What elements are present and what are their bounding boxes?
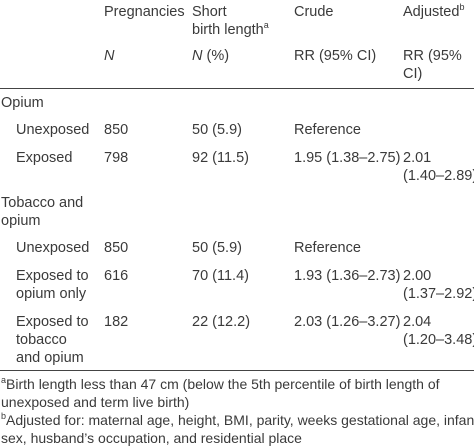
row-opium-only-adjusted-line1: 2.00 — [403, 268, 432, 284]
footnote-b-line2: sex, husband’s occupation, and residenti… — [1, 430, 302, 446]
row-opium-exposed-short: 92 (11.5) — [192, 150, 249, 166]
row-opium-only-adjusted-line2: (1.37–2.92) — [403, 286, 474, 302]
subheader-pregnancies-n: N — [104, 48, 115, 64]
row-both-unexposed-n: 850 — [104, 240, 129, 256]
row-tobacco-opium-label-line3: and opium — [16, 350, 84, 366]
row-tobacco-opium-short: 22 (12.2) — [192, 314, 251, 330]
row-tobacco-opium-label-line1: Exposed to — [16, 314, 89, 330]
header-adjusted: Adjustedb — [403, 2, 465, 21]
footer-rule — [0, 370, 474, 371]
row-opium-only-label-line2: opium only — [16, 286, 87, 302]
row-opium-exposed-adjusted-line2: (1.40–2.89) — [403, 168, 474, 184]
row-opium-only-label-line1: Exposed to — [16, 268, 89, 284]
row-opium-exposed-crude: 1.95 (1.38–2.75) — [294, 150, 401, 166]
row-tobacco-opium-adjusted-line1: 2.04 — [403, 314, 432, 330]
footnote-b-line1: bAdjusted for: maternal age, height, BMI… — [1, 411, 474, 429]
header-rule — [0, 88, 474, 89]
row-opium-exposed-label: Exposed — [16, 150, 73, 166]
row-both-unexposed-crude: Reference — [294, 240, 361, 256]
header-pregnancies: Pregnancies — [104, 4, 185, 20]
row-opium-unexposed-short: 50 (5.9) — [192, 122, 242, 138]
row-opium-only-crude: 1.93 (1.36–2.73) — [294, 268, 401, 284]
row-opium-unexposed-n: 850 — [104, 122, 129, 138]
row-tobacco-opium-n: 182 — [104, 314, 129, 330]
footnote-a-line2: unexposed and term live birth) — [1, 394, 190, 410]
row-both-unexposed-short: 50 (5.9) — [192, 240, 242, 256]
header-short-birth-length-line1: Short — [192, 4, 227, 20]
header-crude: Crude — [294, 4, 334, 20]
header-short-birth-length-line2: birth lengtha — [192, 20, 269, 39]
section-tobacco-opium-line2: opium — [1, 213, 41, 229]
footnote-mark-a: a — [263, 20, 269, 30]
footnote-a-line1: aBirth length less than 47 cm (below the… — [1, 375, 440, 393]
subheader-crude-rr: RR (95% CI) — [294, 48, 377, 64]
footnote-mark-b: b — [459, 2, 465, 12]
row-both-unexposed-label: Unexposed — [16, 240, 90, 256]
section-tobacco-opium-line1: Tobacco and — [1, 195, 84, 211]
subheader-adjusted-rr-line1: RR (95% — [403, 48, 462, 64]
row-tobacco-opium-adjusted-line2: (1.20–3.48) — [403, 332, 474, 348]
row-tobacco-opium-label-line2: tobacco — [16, 332, 67, 348]
row-opium-unexposed-label: Unexposed — [16, 122, 90, 138]
row-opium-only-short: 70 (11.4) — [192, 268, 249, 284]
row-opium-unexposed-crude: Reference — [294, 122, 361, 138]
row-opium-only-n: 616 — [104, 268, 129, 284]
row-opium-exposed-n: 798 — [104, 150, 129, 166]
section-opium: Opium — [1, 95, 44, 111]
row-opium-exposed-adjusted-line1: 2.01 — [403, 150, 432, 166]
row-tobacco-opium-crude: 2.03 (1.26–3.27) — [294, 314, 401, 330]
subheader-adjusted-rr-line2: CI) — [403, 66, 423, 82]
subheader-short-n-pct: N (%) — [192, 48, 230, 64]
